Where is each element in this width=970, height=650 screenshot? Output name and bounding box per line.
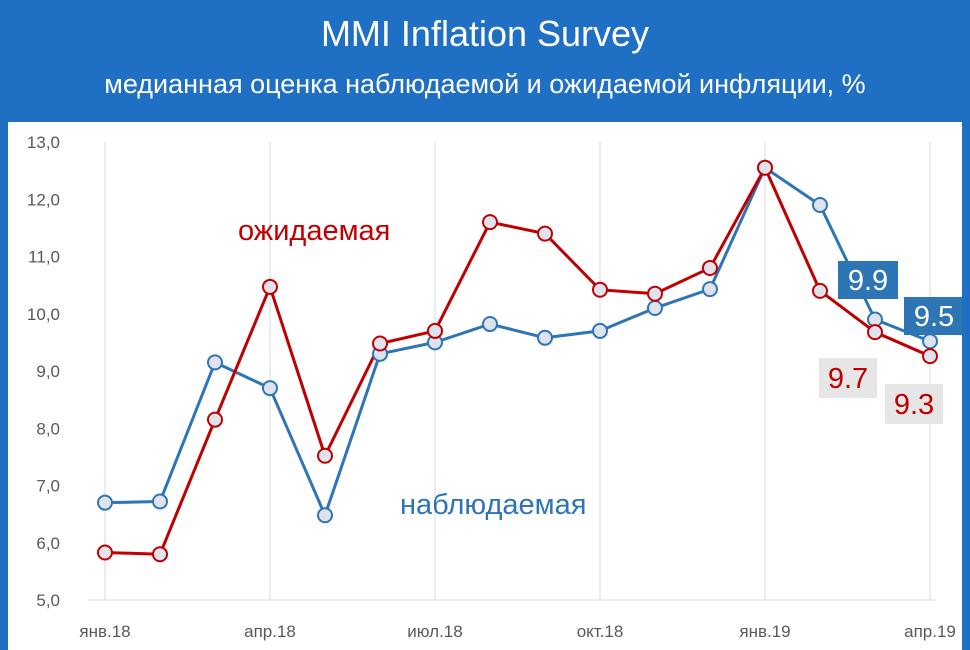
- data-point: [152, 493, 168, 510]
- data-point: [812, 282, 828, 299]
- data-point: [702, 281, 718, 298]
- x-axis-ticks: янв.18 апр.18 июл.18 окт.18 янв.19 апр.19: [79, 622, 956, 641]
- y-tick-label: 7,0: [36, 477, 60, 496]
- data-point: [922, 348, 938, 365]
- y-tick-label: 6,0: [36, 534, 60, 553]
- series-points: [97, 159, 938, 563]
- data-point: [317, 507, 333, 524]
- y-tick-label: 5,0: [36, 591, 60, 610]
- data-point: [97, 544, 113, 561]
- x-tick-label: янв.18: [79, 622, 130, 641]
- data-point: [207, 411, 223, 428]
- value-label-box: [838, 261, 898, 299]
- series-labels: ожидаемая наблюдаемая 9.9 9.5 9.7 9.3: [238, 215, 962, 521]
- data-point: [647, 285, 663, 302]
- series-line: [104, 166, 931, 556]
- y-tick-label: 13,0: [27, 133, 60, 152]
- value-label: 9.9: [848, 265, 888, 297]
- data-point: [207, 354, 223, 371]
- y-tick-label: 10,0: [27, 305, 60, 324]
- data-point: [537, 225, 553, 242]
- data-point: [647, 300, 663, 317]
- data-point: [427, 322, 443, 339]
- data-point: [537, 329, 553, 346]
- data-point: [262, 278, 278, 295]
- value-label-shade: [819, 358, 877, 398]
- value-label-shade: [885, 384, 943, 424]
- data-point: [922, 333, 938, 350]
- data-point: [702, 259, 718, 276]
- series-line: [104, 166, 931, 517]
- y-tick-label: 12,0: [27, 190, 60, 209]
- data-point: [757, 159, 773, 176]
- y-tick-label: 8,0: [36, 419, 60, 438]
- chart-panel: 5,0 6,0 7,0 8,0 9,0 10,0 11,0 12,0 13,0 янв.18 ап…: [8, 122, 962, 650]
- series-lines: [104, 166, 931, 556]
- chart-title: MMI Inflation Survey: [320, 13, 650, 54]
- data-point: [867, 324, 883, 341]
- data-point: [372, 335, 388, 352]
- grid-lines: [88, 142, 936, 601]
- data-point: [812, 196, 828, 213]
- line-chart: 5,0 6,0 7,0 8,0 9,0 10,0 11,0 12,0 13,0 янв.18 ап…: [27, 133, 962, 641]
- series-label-expected: ожидаемая: [238, 215, 390, 247]
- value-label: 9.7: [828, 363, 868, 395]
- x-tick-label: апр.19: [904, 622, 956, 641]
- data-point: [262, 380, 278, 397]
- x-tick-label: апр.18: [244, 622, 296, 641]
- data-point: [482, 316, 498, 333]
- series-label-observed: наблюдаемая: [400, 489, 586, 521]
- data-point: [592, 322, 608, 339]
- value-label-box: [904, 297, 962, 335]
- value-label: 9.3: [894, 389, 934, 421]
- y-tick-label: 11,0: [28, 248, 60, 267]
- y-axis-ticks: 5,0 6,0 7,0 8,0 9,0 10,0 11,0 12,0 13,0: [27, 133, 60, 610]
- data-point: [152, 546, 168, 563]
- data-point: [97, 494, 113, 511]
- x-tick-label: янв.19: [739, 622, 790, 641]
- chart-subtitle: медианная оценка наблюдаемой и ожидаемой…: [104, 69, 866, 99]
- value-label: 9.5: [914, 301, 954, 333]
- data-point: [317, 447, 333, 464]
- x-tick-label: июл.18: [407, 622, 462, 641]
- x-tick-label: окт.18: [577, 622, 624, 641]
- data-point: [592, 281, 608, 298]
- y-tick-label: 9,0: [36, 362, 60, 381]
- data-point: [482, 214, 498, 231]
